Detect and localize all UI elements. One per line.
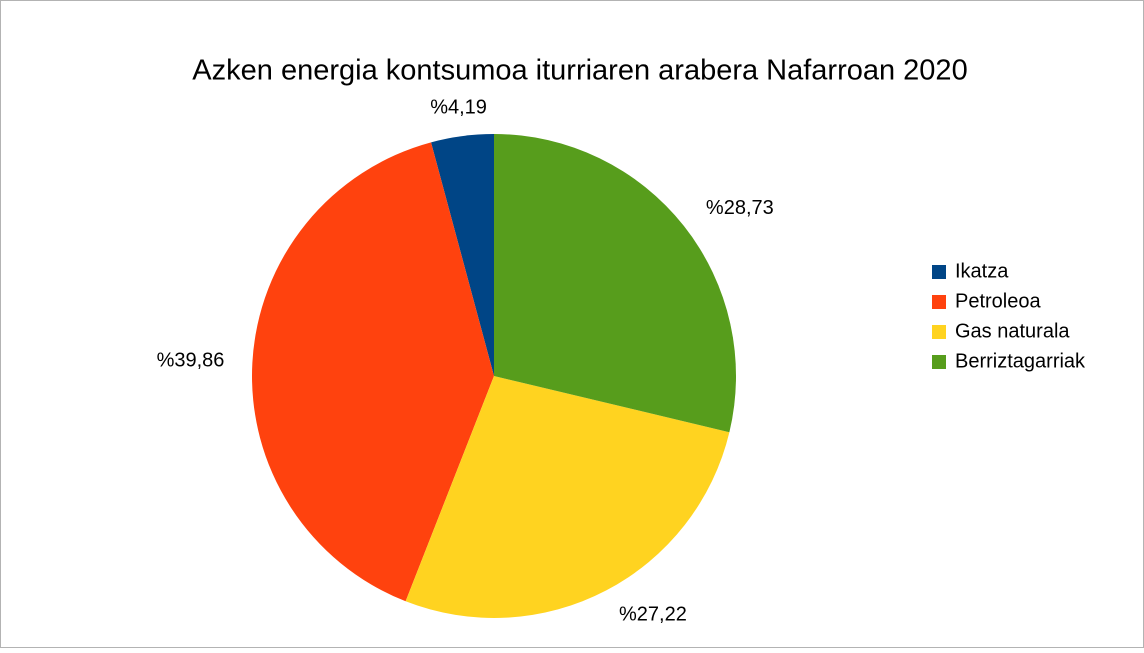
legend-swatch bbox=[932, 265, 946, 279]
legend-swatch bbox=[932, 355, 946, 369]
data-label: %39,86 bbox=[157, 349, 225, 371]
chart-title: Azken energia kontsumoa iturriaren arabe… bbox=[192, 55, 967, 87]
pie-slice bbox=[405, 376, 730, 618]
data-label: %28,73 bbox=[706, 197, 774, 219]
legend-swatch bbox=[932, 325, 946, 339]
pie-slice bbox=[431, 134, 494, 376]
pie-slice bbox=[252, 142, 494, 602]
pie-slice bbox=[494, 134, 736, 433]
legend-swatch bbox=[932, 295, 946, 309]
legend-label: Gas naturala bbox=[955, 320, 1070, 342]
legend-label: Petroleoa bbox=[955, 290, 1041, 312]
legend-label: Berriztagarriak bbox=[955, 350, 1086, 372]
legend-label: Ikatza bbox=[955, 260, 1009, 282]
data-label: %4,19 bbox=[430, 97, 487, 119]
data-label: %27,22 bbox=[619, 604, 687, 626]
